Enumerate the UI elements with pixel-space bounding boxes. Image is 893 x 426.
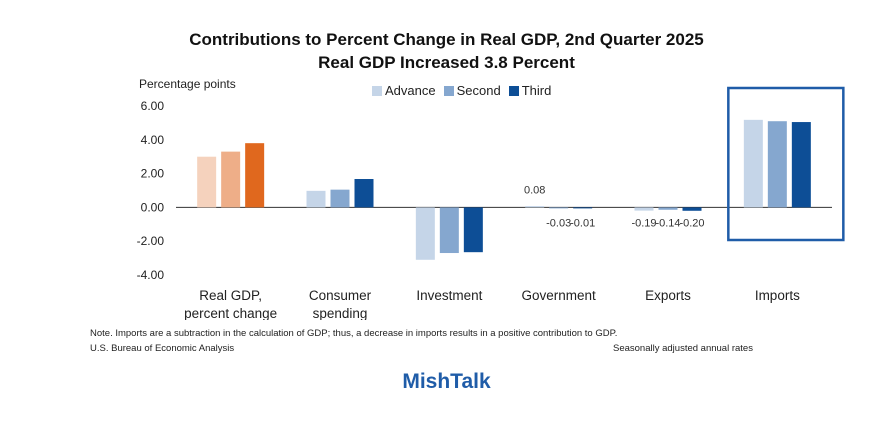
bar-second: [439, 207, 459, 254]
legend-item-advance: Advance: [372, 83, 436, 98]
x-category-label: Consumer: [309, 288, 372, 303]
y-axis-label: Percentage points: [139, 77, 236, 91]
legend-swatch-second: [443, 85, 454, 96]
bar-third: [245, 143, 265, 208]
chart-title: Contributions to Percent Change in Real …: [189, 30, 704, 49]
y-tick-label: -4.00: [137, 268, 165, 282]
bar-second: [767, 121, 787, 208]
legend-swatch-third: [508, 85, 519, 96]
y-tick-label: -2.00: [137, 234, 165, 248]
x-category-label: Investment: [416, 288, 482, 303]
bar-third: [573, 207, 593, 209]
x-category-label: percent change: [184, 306, 277, 320]
legend-item-third: Third: [508, 83, 552, 98]
brand-logo: MishTalk: [402, 370, 491, 393]
x-category-label: Exports: [645, 288, 691, 303]
data-label: -0.14: [655, 217, 680, 229]
bar-advance: [743, 119, 763, 208]
data-label: -0.20: [679, 217, 704, 229]
bar-second: [549, 207, 569, 209]
rates-note: Seasonally adjusted annual rates: [613, 343, 753, 354]
highlight-box: [727, 86, 845, 242]
legend-item-second: Second: [443, 83, 501, 98]
bar-advance: [306, 190, 326, 208]
bar-advance: [415, 207, 435, 260]
legend-label-advance: Advance: [385, 83, 436, 98]
x-category-label: Real GDP,: [199, 288, 262, 303]
bar-second: [330, 189, 350, 208]
bar-third: [463, 207, 483, 253]
source-note: U.S. Bureau of Economic Analysis: [90, 343, 235, 354]
bar-advance: [197, 156, 217, 208]
x-category-label: Government: [522, 288, 597, 303]
legend-swatch-advance: [372, 85, 382, 96]
chart-subtitle: Real GDP Increased 3.8 Percent: [318, 53, 575, 72]
data-label: 0.08: [524, 184, 545, 196]
data-label: -0.19: [631, 217, 656, 229]
bar-chart: 6.00 4.00 2.00 0.00 -2.00 -4.00 Real GDP, perc…: [137, 86, 845, 320]
data-label: -0.01: [570, 217, 595, 229]
y-tick-label: 0.00: [141, 200, 165, 214]
y-tick-label: 6.00: [141, 99, 165, 113]
bar-second: [221, 151, 241, 208]
legend: Advance Second Third: [372, 83, 551, 98]
bar-second: [658, 207, 678, 210]
bar-third: [354, 179, 374, 208]
bar-third: [682, 207, 702, 211]
x-category-label: spending: [313, 306, 368, 320]
chart-note: Note. Imports are a subtraction in the c…: [90, 328, 618, 339]
legend-label-second: Second: [456, 83, 501, 98]
data-label: -0.03: [546, 217, 571, 229]
y-tick-label: 4.00: [141, 133, 165, 147]
bar-third: [791, 122, 811, 208]
legend-label-third: Third: [521, 83, 552, 98]
bar-advance: [634, 207, 654, 211]
x-category-label: Imports: [755, 288, 800, 303]
bar-advance: [525, 206, 545, 208]
y-tick-label: 2.00: [141, 167, 165, 181]
